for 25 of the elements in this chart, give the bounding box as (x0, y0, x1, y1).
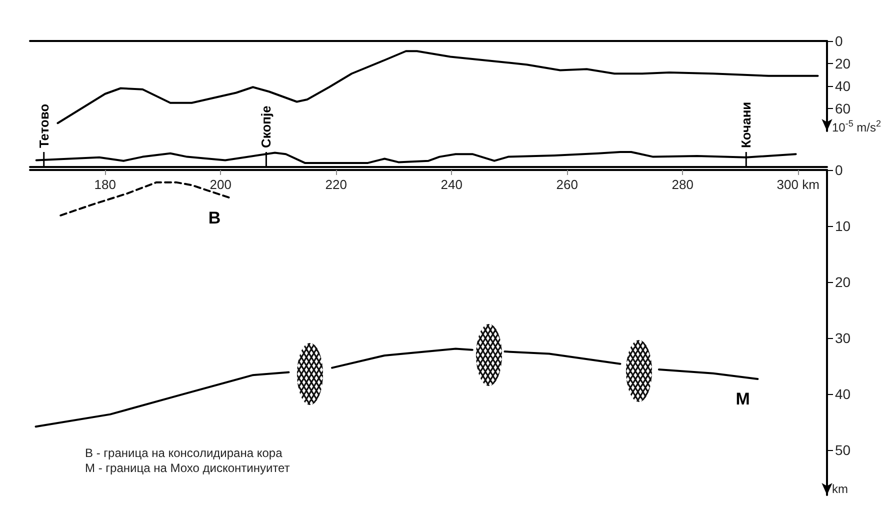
annotation: М - граница на Мохо дисконтинуитет (85, 461, 290, 475)
y-tick-label: 20 (835, 56, 851, 72)
y-tick-label: 40 (835, 386, 851, 402)
y-tick-label: 50 (835, 442, 851, 458)
annotation: В - граница на консолидирана кора (85, 446, 283, 460)
ref-line-label: Скопје (258, 106, 274, 148)
y-tick-label: 40 (835, 78, 851, 94)
x-tick-label: 180 (94, 177, 116, 192)
y-tick-label: 20 (835, 274, 851, 290)
y-tick-label: 10 (835, 218, 851, 234)
series-label: М (736, 390, 750, 409)
y-tick-label: 60 (835, 100, 851, 116)
x-tick-label: 200 (210, 177, 232, 192)
x-tick-label: 300 km (776, 177, 820, 192)
ref-line-label: Кочани (738, 102, 754, 148)
series-label: В (208, 208, 221, 228)
y-tick-label: 0 (835, 162, 843, 178)
ref-line-label: Тетово (36, 104, 52, 148)
y-tick-label: 0 (835, 33, 843, 49)
y-tick-label: 30 (835, 330, 851, 346)
x-tick-label: 240 (440, 177, 462, 192)
x-tick-label: 220 (325, 177, 347, 192)
x-tick-label: 260 (556, 177, 578, 192)
x-tick-label: 280 (672, 177, 694, 192)
y-axis-title: km (832, 482, 848, 496)
